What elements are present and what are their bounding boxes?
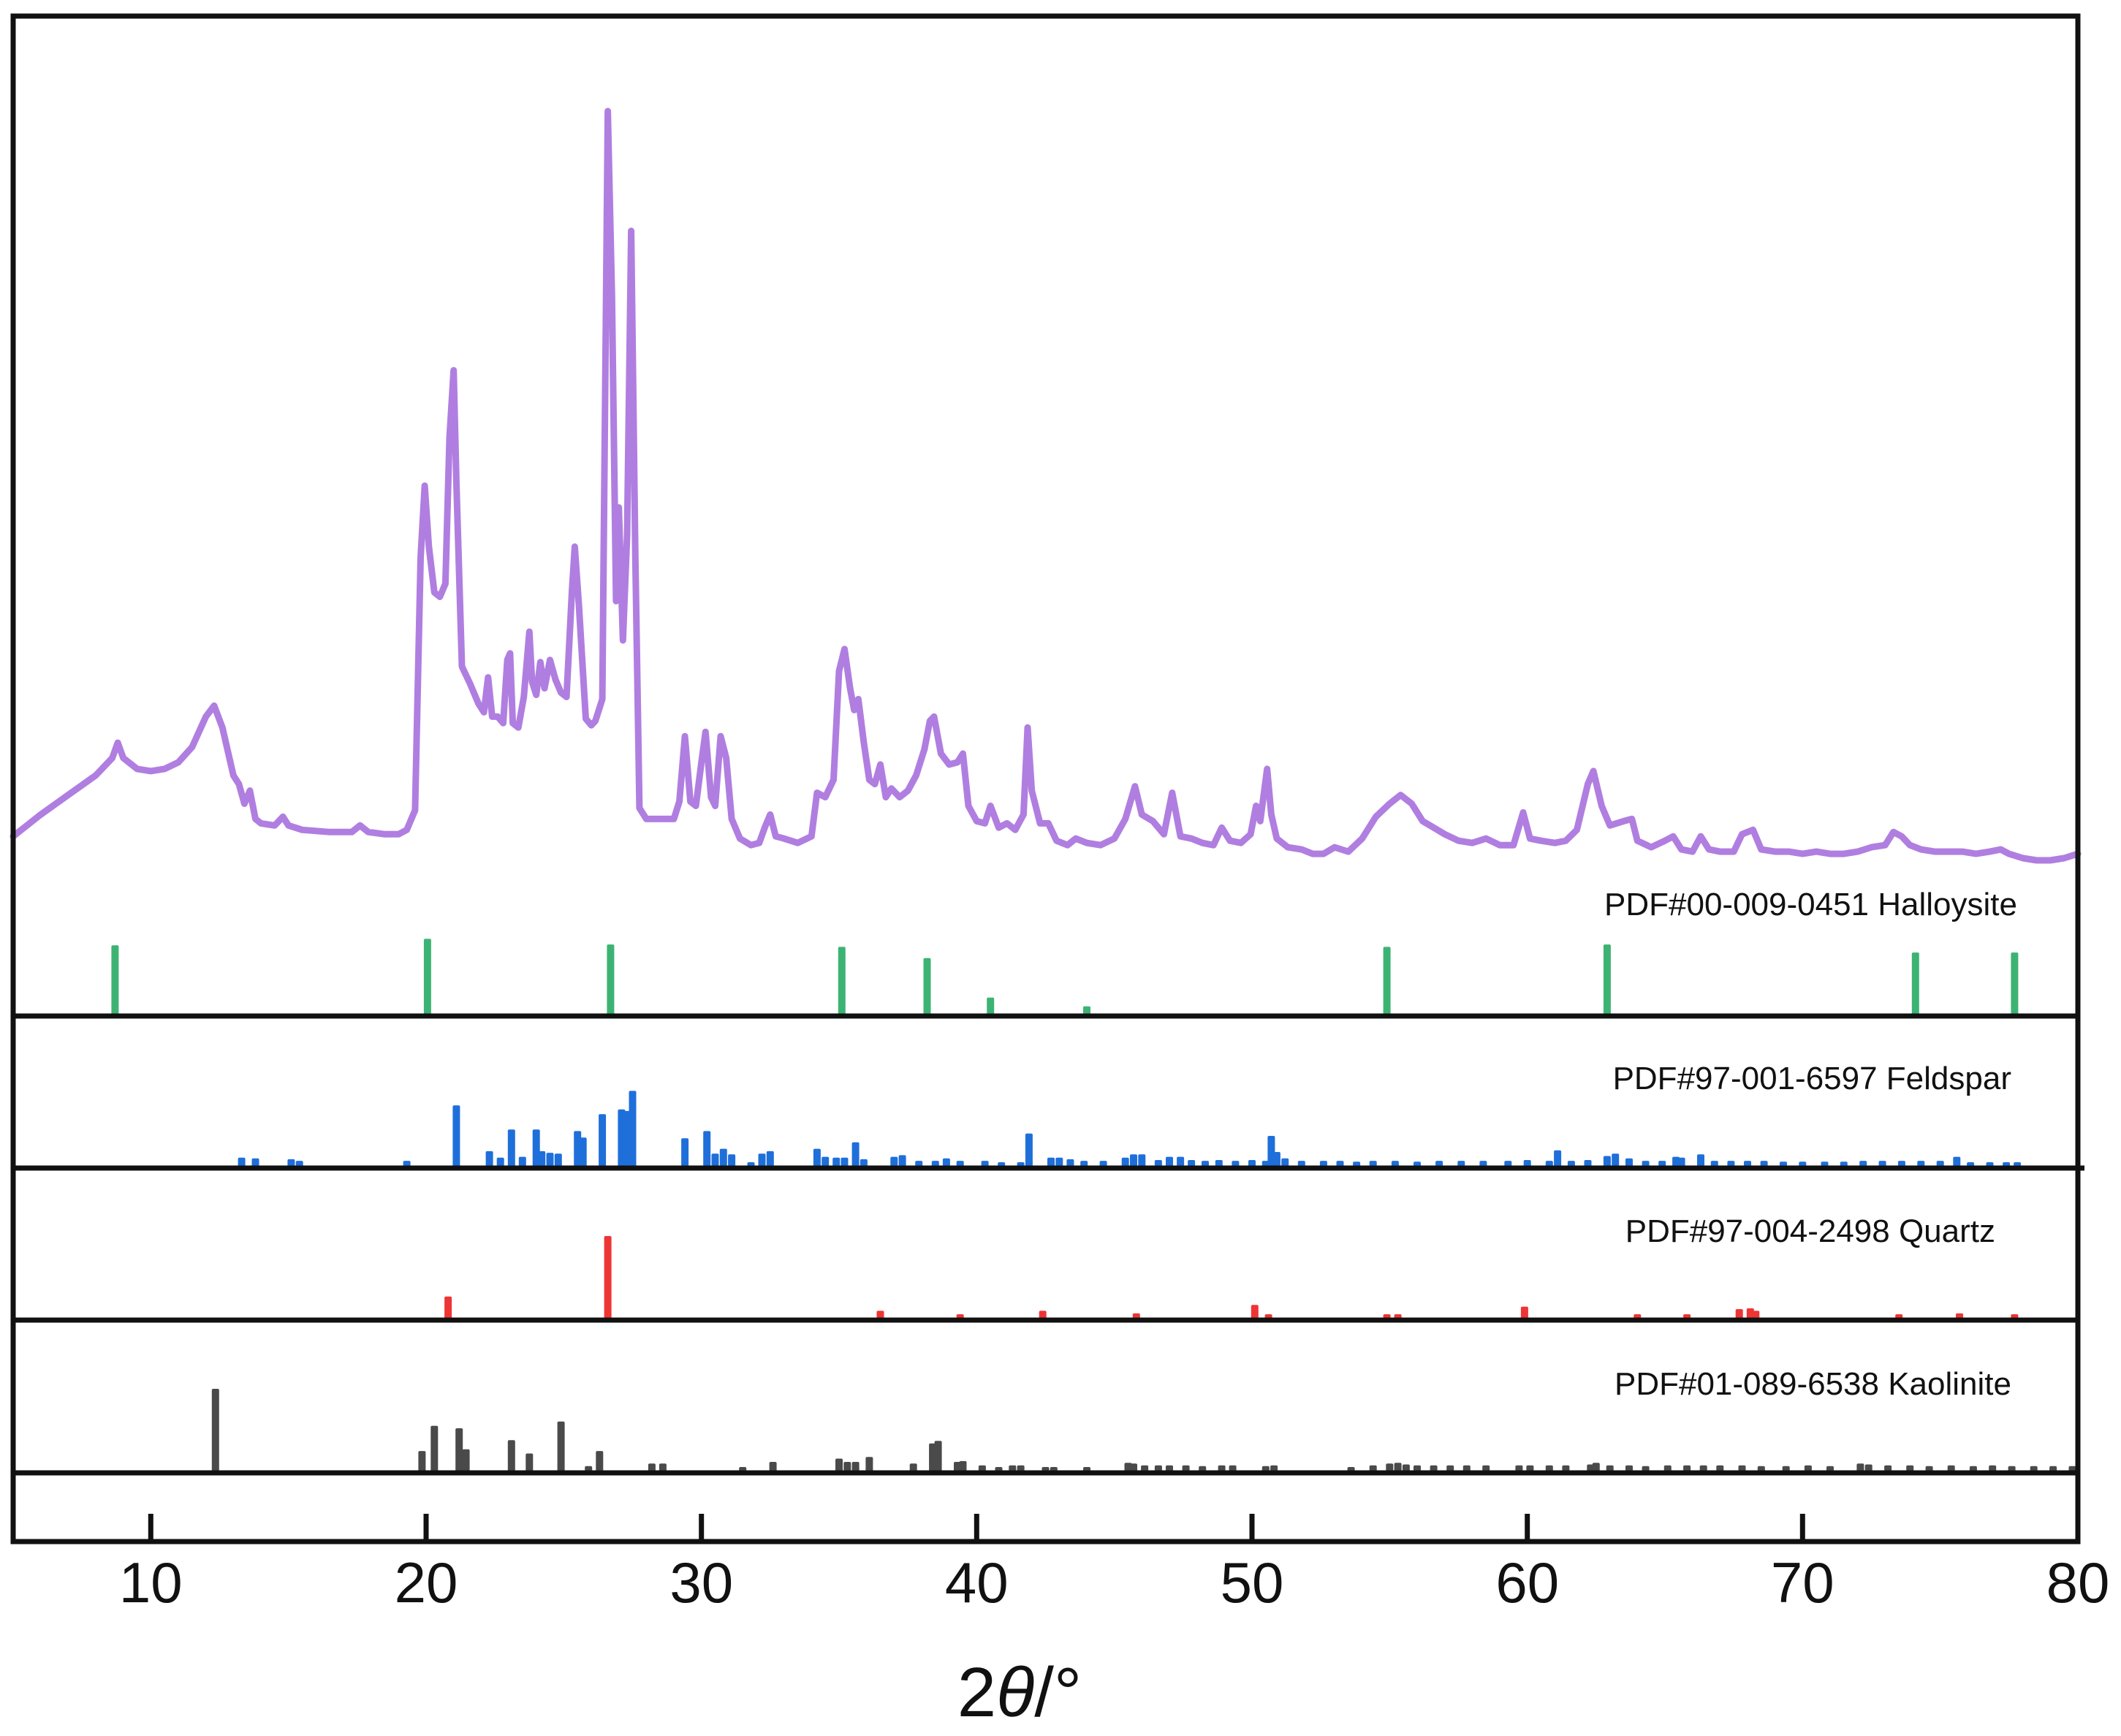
reference-stick-0-3 — [838, 947, 846, 1016]
reference-stick-2-10 — [1520, 1306, 1528, 1320]
reference-stick-1-32 — [851, 1142, 860, 1168]
reference-stick-1-0 — [238, 1157, 246, 1168]
reference-stick-0-5 — [987, 997, 995, 1016]
reference-stick-1-9 — [518, 1156, 526, 1168]
reference-stick-1-26 — [758, 1153, 766, 1168]
reference-stick-3-5 — [507, 1440, 515, 1474]
quartz-reference-label: PDF#97-004-2498 Quartz — [1625, 1213, 1995, 1249]
x-tick-label-60: 60 — [1495, 1550, 1559, 1615]
reference-stick-1-16 — [599, 1114, 607, 1168]
reference-stick-2-0 — [444, 1296, 452, 1320]
reference-stick-3-3 — [455, 1428, 463, 1473]
x-tick-label-70: 70 — [1771, 1550, 1834, 1615]
kaolinite-reference-label: PDF#01-089-6538 Kaolinite — [1615, 1366, 2011, 1402]
reference-stick-1-5 — [452, 1105, 460, 1168]
reference-stick-3-2 — [430, 1425, 439, 1473]
reference-stick-2-6 — [1251, 1305, 1259, 1320]
reference-stick-1-62 — [1272, 1152, 1280, 1168]
reference-stick-3-16 — [851, 1462, 860, 1473]
reference-stick-1-7 — [496, 1157, 504, 1168]
plot-frame — [10, 13, 2081, 1544]
reference-stick-0-0 — [111, 945, 119, 1016]
reference-stick-0-2 — [607, 944, 615, 1016]
x-tick-label-80: 80 — [2046, 1550, 2110, 1615]
reference-stick-0-10 — [2011, 952, 2019, 1016]
reference-stick-1-21 — [703, 1131, 711, 1168]
quartz-reference-sticks — [444, 1236, 2019, 1321]
reference-stick-1-24 — [728, 1154, 736, 1168]
reference-stick-3-7 — [557, 1421, 565, 1473]
reference-stick-0-1 — [423, 939, 431, 1016]
reference-stick-2-13 — [1735, 1309, 1743, 1320]
reference-stick-1-35 — [898, 1155, 906, 1168]
reference-stick-1-44 — [1047, 1157, 1055, 1168]
reference-stick-3-1 — [418, 1451, 426, 1473]
reference-stick-0-8 — [1603, 944, 1611, 1016]
reference-stick-3-15 — [843, 1462, 851, 1473]
reference-stick-1-20 — [681, 1138, 689, 1168]
reference-stick-1-86 — [1677, 1157, 1685, 1168]
reference-stick-2-1 — [604, 1236, 612, 1320]
x-axis-title-theta: θ — [996, 1653, 1034, 1732]
reference-stick-1-8 — [507, 1129, 515, 1168]
reference-stick-1-54 — [1177, 1156, 1185, 1168]
reference-stick-1-34 — [890, 1156, 898, 1168]
reference-stick-1-17 — [618, 1109, 626, 1168]
x-tick-label-50: 50 — [1221, 1550, 1284, 1615]
reference-stick-1-45 — [1055, 1157, 1063, 1168]
reference-stick-1-50 — [1130, 1154, 1137, 1168]
reference-stick-3-13 — [769, 1462, 777, 1473]
reference-stick-0-4 — [923, 958, 931, 1016]
reference-stick-1-43 — [1025, 1133, 1033, 1168]
x-axis-ticks: 10 20 30 40 50 60 70 80 — [119, 1514, 2109, 1615]
reference-stick-3-14 — [835, 1458, 843, 1474]
reference-stick-3-6 — [525, 1453, 534, 1473]
reference-stick-3-20 — [934, 1441, 942, 1473]
reference-stick-1-77 — [1554, 1150, 1562, 1168]
reference-stick-1-87 — [1697, 1154, 1704, 1168]
reference-stick-1-11 — [538, 1151, 546, 1168]
x-tick-label-30: 30 — [669, 1550, 733, 1615]
reference-stick-1-23 — [719, 1148, 727, 1168]
reference-stick-0-9 — [1911, 952, 1919, 1016]
reference-stick-3-17 — [865, 1457, 873, 1474]
reference-stick-1-6 — [485, 1151, 493, 1168]
feldspar-reference-label: PDF#97-001-6597 Feldspar — [1613, 1061, 2011, 1096]
sample-pattern-line — [10, 107, 2082, 864]
reference-stick-1-19 — [629, 1091, 637, 1168]
reference-stick-1-28 — [813, 1148, 821, 1168]
reference-stick-1-27 — [766, 1151, 774, 1168]
reference-stick-1-31 — [841, 1157, 849, 1168]
reference-stick-1-29 — [822, 1156, 830, 1168]
reference-stick-1-81 — [1612, 1153, 1620, 1168]
reference-stick-1-80 — [1603, 1156, 1611, 1168]
x-axis-title-suffix: /° — [1034, 1653, 1082, 1732]
reference-stick-3-0 — [211, 1389, 219, 1473]
reference-stick-3-9 — [596, 1451, 604, 1473]
reference-stick-1-13 — [554, 1153, 562, 1168]
reference-stick-1-12 — [546, 1153, 554, 1168]
reference-stick-1-49 — [1121, 1157, 1129, 1168]
x-axis-title: 2θ/° — [957, 1653, 1082, 1732]
halloysite-reference-label: PDF#00-009-0451 Halloysite — [1604, 887, 2017, 922]
reference-stick-1-22 — [711, 1153, 719, 1168]
x-tick-label-20: 20 — [395, 1550, 458, 1615]
reference-stick-1-53 — [1166, 1156, 1173, 1168]
reference-stick-3-22 — [959, 1460, 967, 1473]
reference-stick-1-15 — [579, 1137, 587, 1168]
x-tick-label-40: 40 — [945, 1550, 1009, 1615]
reference-stick-1-101 — [1953, 1156, 1961, 1168]
x-axis-title-prefix: 2 — [957, 1653, 996, 1732]
x-tick-label-10: 10 — [119, 1550, 183, 1615]
reference-stick-1-51 — [1138, 1154, 1146, 1168]
reference-stick-1-30 — [832, 1157, 841, 1168]
reference-stick-3-4 — [462, 1449, 470, 1473]
reference-stick-0-7 — [1383, 947, 1391, 1016]
